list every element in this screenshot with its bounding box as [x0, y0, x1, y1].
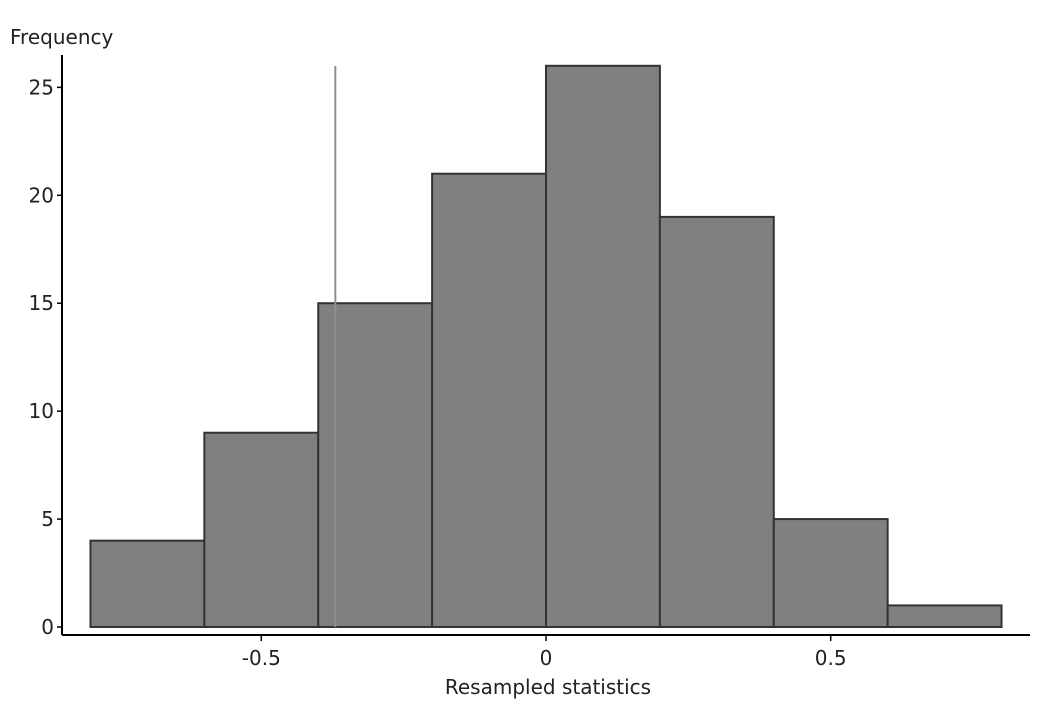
y-tick-label: 25: [29, 75, 54, 99]
y-tick-label: 0: [41, 615, 54, 639]
x-tick-label: 0.5: [815, 646, 847, 670]
bar: [886, 604, 1003, 629]
bar: [89, 539, 206, 629]
x-tick-label: 0: [540, 646, 553, 670]
y-tick-label: 5: [41, 507, 54, 531]
bar: [658, 215, 775, 629]
y-tick-label: 20: [29, 183, 54, 207]
bar: [317, 302, 434, 628]
bar: [545, 64, 661, 628]
x-tick-label: -0.5: [242, 646, 281, 670]
bar: [203, 431, 320, 628]
x-axis-label: Resampled statistics: [445, 675, 651, 699]
y-tick-label: 10: [29, 399, 54, 423]
bar: [772, 518, 889, 629]
y-axis-label: Frequency: [10, 25, 113, 49]
y-tick-label: 15: [29, 291, 54, 315]
bar: [431, 172, 547, 628]
